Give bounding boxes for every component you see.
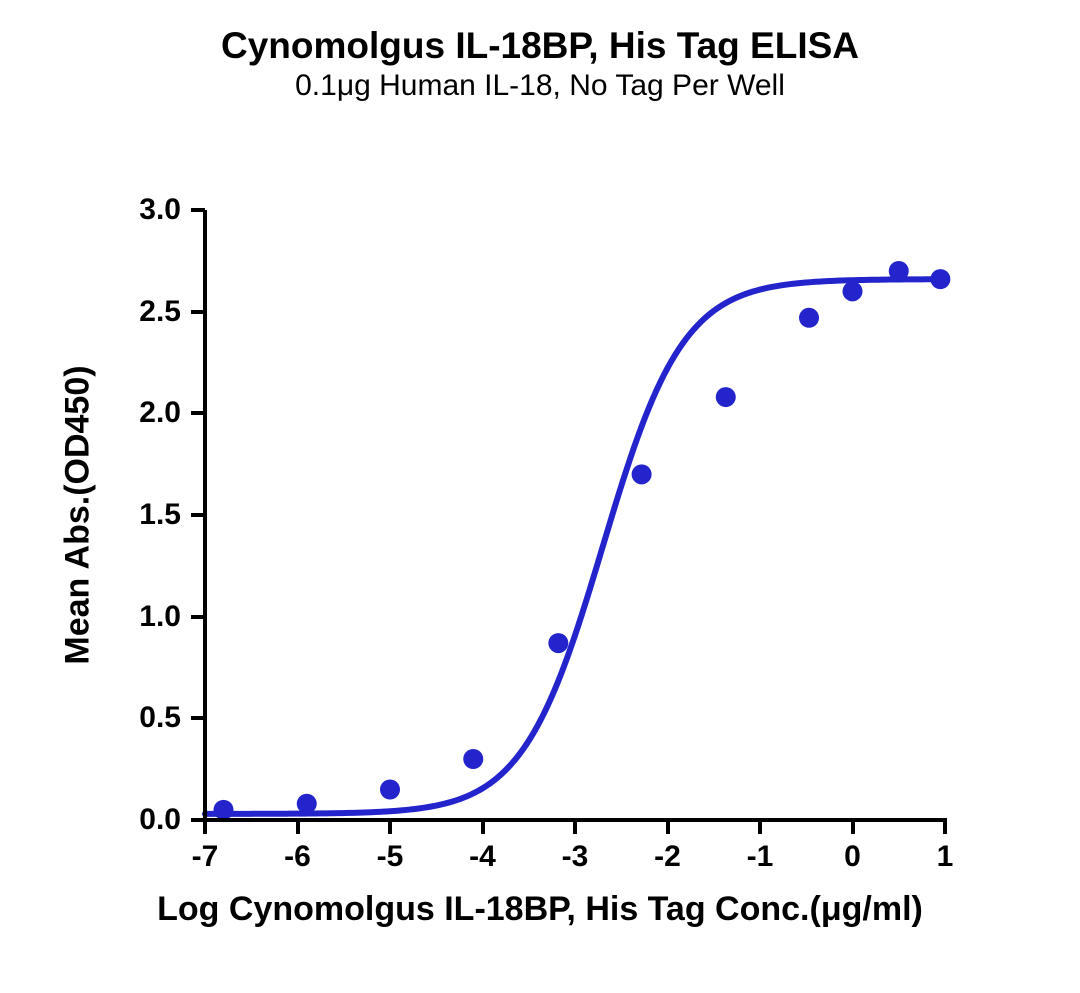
figure-container: Cynomolgus IL-18BP, His Tag ELISA 0.1μg … [0, 0, 1080, 993]
y-tick-label: 2.0 [0, 396, 181, 430]
plot-area [205, 210, 945, 820]
x-tick-label: -7 [192, 840, 219, 874]
y-tick-label: 3.0 [0, 193, 181, 227]
y-tick [191, 513, 205, 517]
data-point [930, 269, 950, 289]
data-point [799, 308, 819, 328]
x-tick-label: -5 [377, 840, 404, 874]
y-tick-label: 2.5 [0, 295, 181, 329]
x-tick-label: 1 [937, 840, 954, 874]
data-point [889, 261, 909, 281]
y-tick-label: 1.0 [0, 600, 181, 634]
y-tick [191, 615, 205, 619]
x-tick [296, 820, 300, 834]
fit-curve [205, 279, 945, 814]
x-tick [203, 820, 207, 834]
x-axis-title: Log Cynomolgus IL-18BP, His Tag Conc.(μg… [0, 890, 1080, 929]
plot-svg [205, 210, 945, 820]
x-tick [388, 820, 392, 834]
x-tick [851, 820, 855, 834]
data-point [297, 794, 317, 814]
x-tick [758, 820, 762, 834]
data-point [463, 749, 483, 769]
y-tick [191, 716, 205, 720]
x-tick-label: -4 [469, 840, 496, 874]
elisa-chart: Mean Abs.(OD450) Log Cynomolgus IL-18BP,… [0, 0, 1080, 993]
data-point [380, 780, 400, 800]
x-tick [481, 820, 485, 834]
y-tick [191, 208, 205, 212]
y-tick [191, 310, 205, 314]
x-tick [573, 820, 577, 834]
y-tick-label: 1.5 [0, 498, 181, 532]
data-point [716, 387, 736, 407]
x-tick-label: -2 [654, 840, 681, 874]
y-tick-label: 0.5 [0, 701, 181, 735]
x-tick-label: 0 [844, 840, 861, 874]
x-tick [943, 820, 947, 834]
data-point [214, 800, 234, 820]
x-tick-label: -3 [562, 840, 589, 874]
data-point [548, 633, 568, 653]
data-point [632, 464, 652, 484]
data-point [843, 281, 863, 301]
y-tick-label: 0.0 [0, 803, 181, 837]
x-tick-label: -1 [747, 840, 774, 874]
x-tick-label: -6 [284, 840, 311, 874]
x-tick [666, 820, 670, 834]
y-tick [191, 411, 205, 415]
